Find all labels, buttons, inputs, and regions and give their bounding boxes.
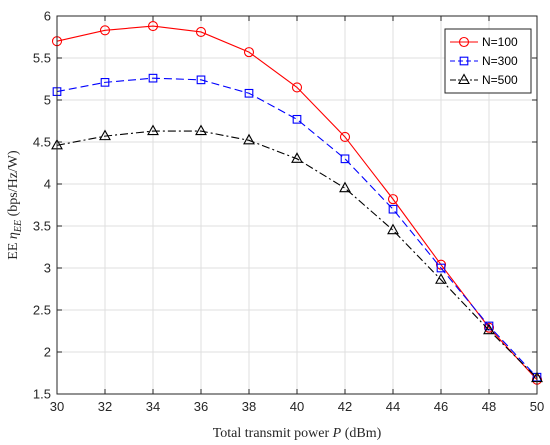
series-line — [56, 25, 538, 381]
x-tick-label: 50 — [530, 399, 544, 414]
data-point — [100, 78, 110, 87]
data-point — [243, 133, 255, 145]
y-tick-label: 2.5 — [33, 303, 51, 318]
legend-label: N=500 — [482, 73, 518, 87]
x-tick-label: 46 — [434, 399, 448, 414]
legend-label: N=300 — [482, 54, 518, 68]
legend-marker — [459, 56, 469, 66]
y-tick-label: 6 — [44, 9, 51, 24]
y-axis-label: EE ηEE (bps/Hz/W) — [6, 150, 24, 260]
x-tick-label: 30 — [50, 399, 64, 414]
data-point — [483, 323, 495, 335]
x-tick-label: 42 — [338, 399, 352, 414]
x-tick-label: 32 — [98, 399, 112, 414]
data-point — [387, 194, 399, 205]
data-point — [483, 322, 495, 333]
data-point — [387, 223, 399, 235]
data-point — [291, 152, 303, 163]
data-point — [388, 204, 398, 214]
y-tick-label: 4.5 — [33, 135, 51, 150]
y-tick-label: 3 — [44, 261, 51, 276]
series-line — [56, 130, 538, 379]
data-point — [195, 26, 207, 38]
data-point — [195, 124, 207, 136]
series-line — [56, 77, 538, 378]
legend: N=100 N=300 N=500 — [444, 28, 532, 94]
x-tick-label: 48 — [482, 399, 496, 414]
axis-ticks: 30 32 34 36 38 40 42 44 46 48 50 1.5 2 2.5 3 3.5 4 4.5 5 5.… — [33, 9, 544, 415]
data-point — [435, 273, 447, 284]
data-point — [291, 82, 303, 93]
x-axis-label: Total transmit power P (dBm) — [213, 426, 382, 441]
data-point — [147, 124, 159, 136]
y-tick-label: 4 — [44, 177, 51, 192]
data-point — [196, 75, 206, 85]
data-point — [99, 129, 111, 141]
data-point — [435, 259, 447, 270]
legend-label: N=100 — [482, 35, 518, 49]
series-N=500 — [51, 124, 543, 383]
x-tick-label: 44 — [386, 399, 400, 414]
legend-marker — [458, 73, 470, 85]
y-tick-label: 2 — [44, 345, 51, 360]
data-point — [147, 21, 159, 32]
legend-item: N=500 — [450, 73, 518, 87]
data-point — [340, 154, 350, 164]
data-point — [339, 131, 351, 143]
x-tick-label: 34 — [146, 399, 160, 414]
legend-marker — [458, 36, 470, 48]
x-tick-label: 40 — [290, 399, 304, 414]
y-tick-label: 5.5 — [33, 51, 51, 66]
data-point — [292, 114, 302, 124]
data-point — [243, 47, 255, 58]
data-point — [244, 88, 254, 98]
data-point — [148, 73, 158, 83]
data-point — [339, 181, 351, 193]
y-tick-label: 5 — [44, 93, 51, 108]
data-point — [436, 263, 446, 273]
legend-item: N=100 — [450, 35, 518, 49]
y-tick-label: 3.5 — [33, 219, 51, 234]
x-tick-label: 38 — [242, 399, 256, 414]
series-layer — [51, 21, 543, 385]
data-point — [99, 25, 111, 36]
x-tick-label: 36 — [194, 399, 208, 414]
y-tick-label: 1.5 — [33, 387, 51, 402]
legend-item: N=300 — [450, 54, 518, 68]
